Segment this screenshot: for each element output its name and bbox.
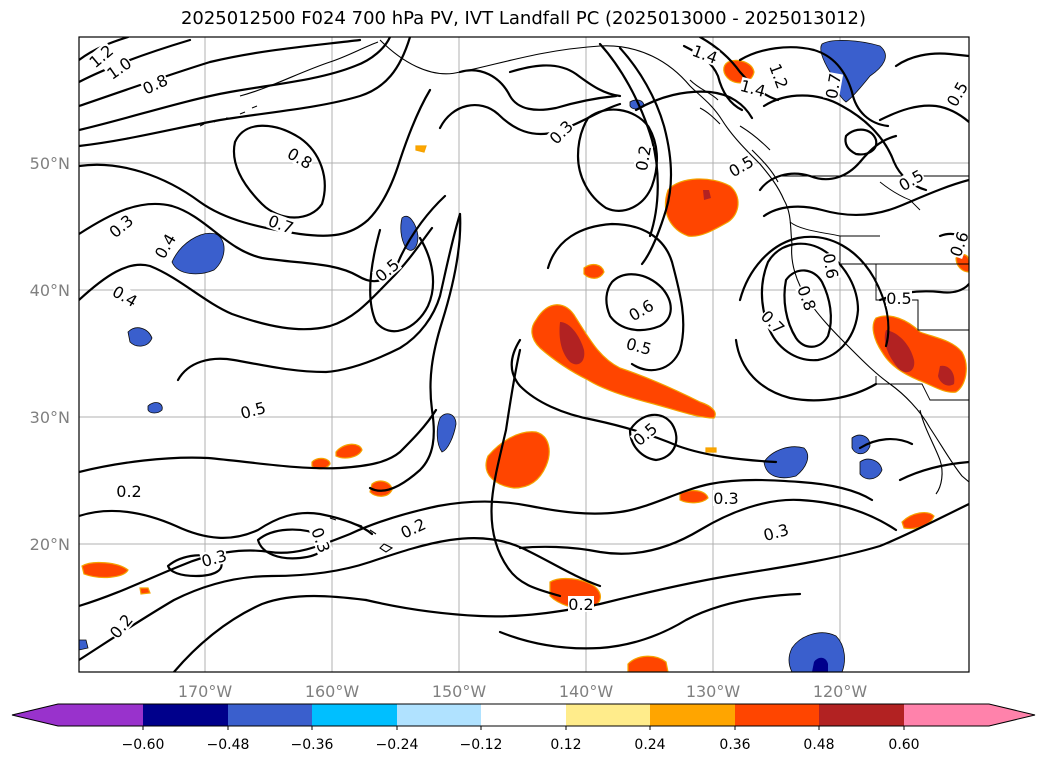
colorbar-tick-label: −0.12 — [460, 737, 503, 753]
contour-label: 0.2 — [568, 595, 593, 614]
negative-anomaly-gulf — [400, 215, 419, 251]
lat-tick-label: 40°N — [30, 281, 70, 300]
colorbar-segment — [312, 704, 397, 726]
contour-label: 0.6 — [946, 229, 973, 259]
colorbar-ticks — [142, 726, 905, 730]
lon-tick-label: 120°W — [813, 682, 868, 701]
lon-tick-label: 160°W — [305, 682, 360, 701]
lat-tick-label: 20°N — [30, 535, 70, 554]
colorbar-tick-label: 0.48 — [803, 737, 834, 753]
positive-anomaly-offshore-core — [703, 190, 711, 200]
negative-anomaly-small-4 — [147, 402, 163, 414]
positive-anomaly-small-4 — [369, 480, 393, 497]
lon-tick-label: 140°W — [559, 682, 614, 701]
negative-anomaly-midpacific — [436, 413, 457, 453]
colorbar-tick-label: −0.60 — [122, 737, 165, 753]
map-frame — [78, 36, 970, 673]
positive-anomaly-small-1 — [583, 263, 605, 279]
positive-anomaly-speck-3 — [415, 145, 427, 153]
colorbar-tick-label: 0.12 — [550, 737, 581, 753]
contour-label: 0.2 — [116, 482, 141, 501]
colorbar-segment — [566, 704, 651, 726]
colorbar-segment — [819, 704, 904, 726]
colorbar-segment — [735, 704, 820, 726]
positive-anomaly-bottom — [627, 655, 669, 672]
positive-anomaly-small-6 — [679, 489, 709, 504]
contour-label: 0.2 — [632, 144, 655, 172]
negative-anomaly-west-us — [763, 446, 809, 479]
latitude-axis: 50°N 40°N 30°N 20°N — [30, 154, 70, 554]
colorbar: −0.60 −0.48 −0.36 −0.24 −0.12 0.12 0.24 … — [11, 703, 1036, 753]
lon-tick-label: 130°W — [686, 682, 741, 701]
colorbar-outline — [11, 703, 1036, 727]
positive-anomaly-speck-1 — [139, 587, 151, 595]
colorbar-segment — [143, 704, 228, 726]
colorbar-tick-label: −0.48 — [207, 737, 250, 753]
positive-anomaly-core — [559, 322, 585, 365]
colorbar-segment — [481, 704, 566, 726]
negative-anomaly-small-3 — [859, 458, 883, 480]
negative-anomaly-aleutians — [171, 232, 225, 275]
map-panel: 1.2 1.0 0.8 0.8 0.7 0.3 0.4 0.4 0.5 0.5 … — [79, 37, 973, 672]
positive-anomaly-california-core — [884, 330, 915, 373]
colorbar-tick-label: 0.60 — [888, 737, 919, 753]
negative-anomaly-south-pacific — [788, 632, 845, 672]
colorbar-segment — [650, 704, 735, 726]
plot-title: 2025012500 F024 700 hPa PV, IVT Landfall… — [180, 8, 867, 29]
negative-anomaly-small-1 — [127, 327, 153, 347]
lon-tick-label: 150°W — [432, 682, 487, 701]
colorbar-segment — [228, 704, 313, 726]
colorbar-extend-high — [989, 704, 1035, 726]
lat-tick-label: 50°N — [30, 154, 70, 173]
colorbar-segment — [58, 704, 143, 726]
colorbar-tick-label: −0.24 — [376, 737, 419, 753]
longitude-axis: 170°W 160°W 150°W 140°W 130°W 120°W — [178, 682, 868, 701]
colorbar-segment — [397, 704, 482, 726]
positive-anomaly-nevada-core — [938, 365, 955, 386]
negative-anomaly-south-pacific-core — [812, 657, 828, 672]
contour-label: 0.5 — [886, 289, 911, 308]
lat-tick-label: 30°N — [30, 408, 70, 427]
colorbar-segment — [904, 704, 989, 726]
negative-anomaly-small-6 — [79, 639, 89, 651]
colorbar-tick-label: 0.36 — [719, 737, 750, 753]
contour-label: 0.6 — [819, 252, 842, 280]
contour-label: 0.3 — [713, 489, 738, 508]
positive-ivt-shading — [81, 59, 969, 672]
negative-anomaly-small-2 — [851, 434, 871, 455]
positive-anomaly-small-2 — [335, 443, 363, 459]
positive-anomaly-speck-2 — [705, 447, 717, 453]
lon-tick-label: 170°W — [178, 682, 233, 701]
colorbar-tick-label: −0.36 — [291, 737, 334, 753]
positive-anomaly-small-5 — [81, 561, 129, 579]
positive-anomaly-atmospheric-river — [531, 304, 716, 419]
negative-ivt-shading — [79, 40, 886, 672]
positive-anomaly-offshore-north — [664, 178, 739, 237]
contour-label: 0.7 — [822, 72, 845, 100]
colorbar-tick-label: 0.24 — [634, 737, 665, 753]
colorbar-extend-low — [12, 704, 58, 726]
